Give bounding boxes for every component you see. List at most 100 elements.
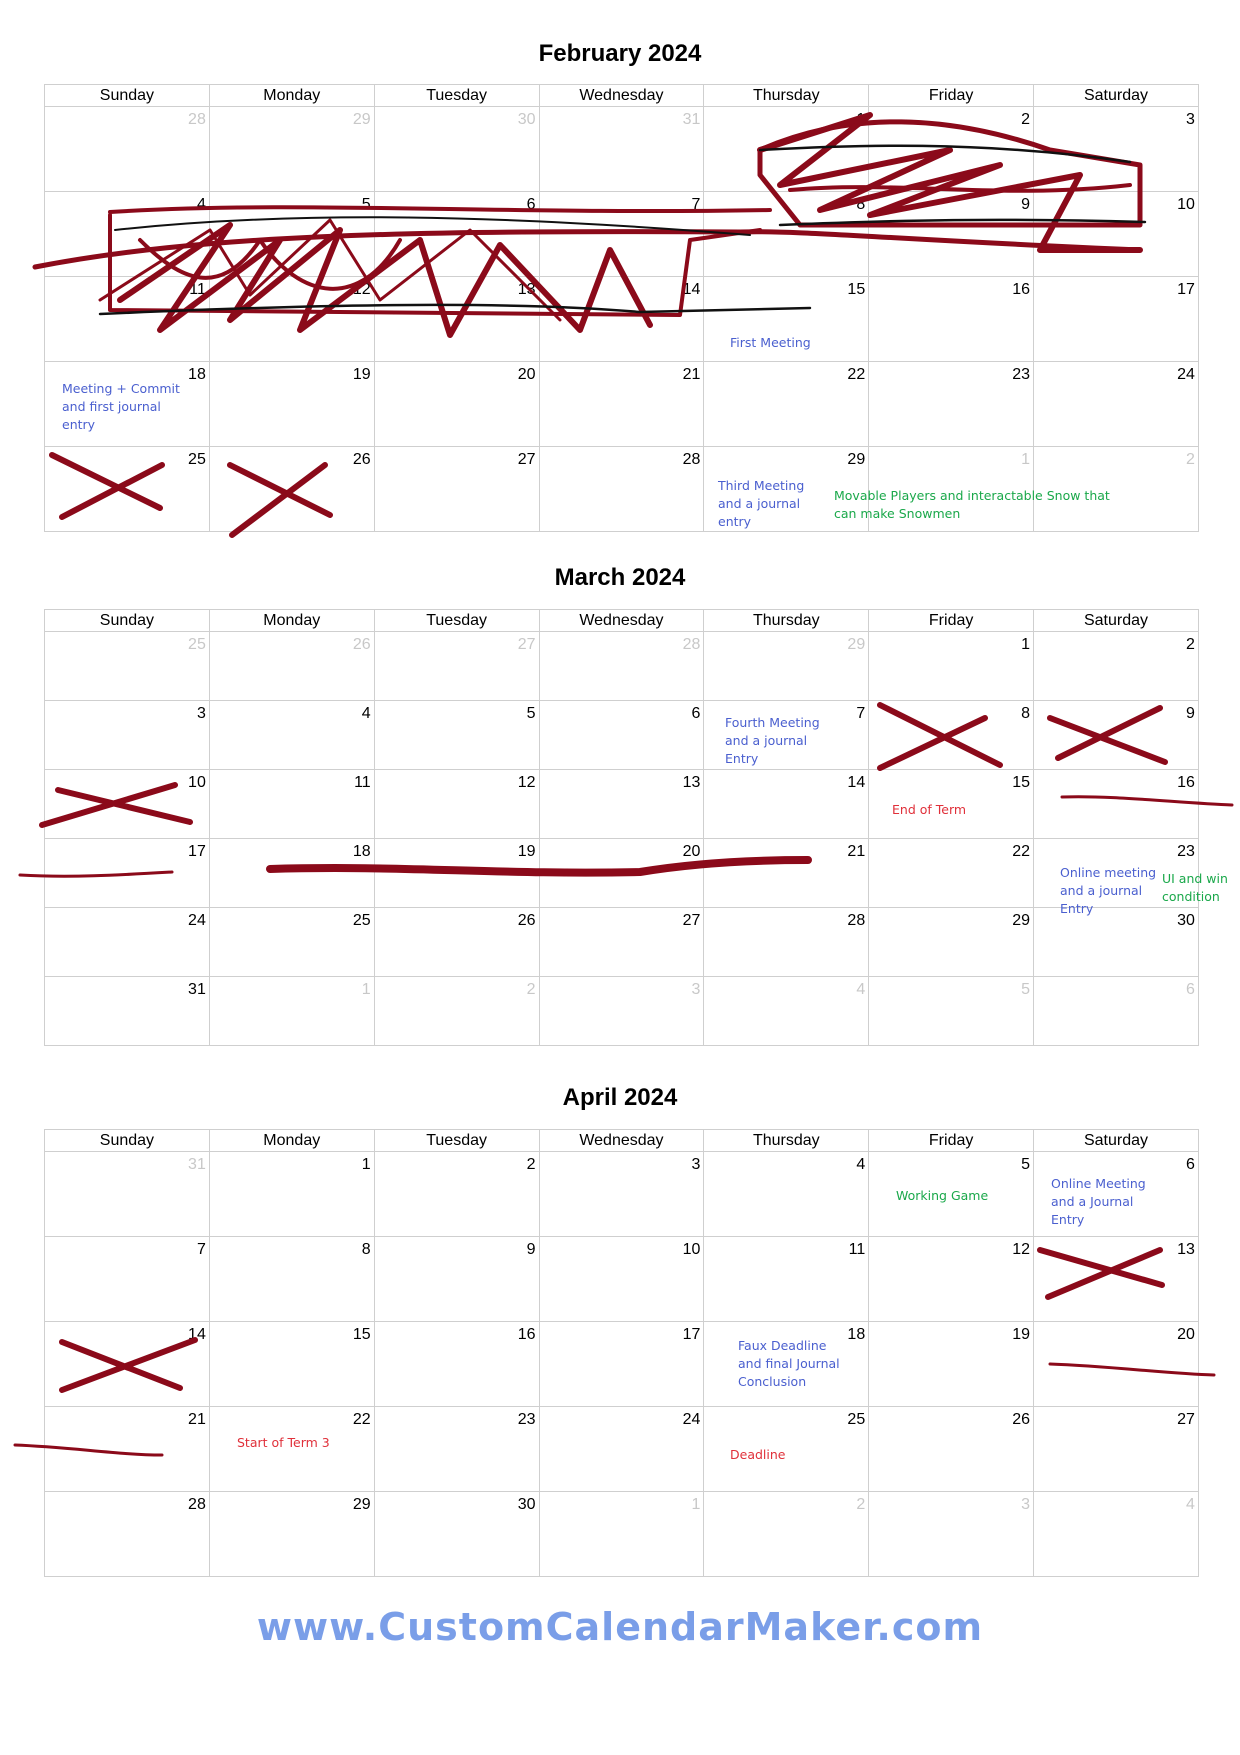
day-cell[interactable]: 30 [374,107,540,192]
day-cell[interactable]: 21 [704,839,870,908]
day-cell[interactable]: 30 [1034,908,1199,977]
day-cell[interactable]: 26 [209,632,375,701]
day-cell[interactable]: 16 [869,277,1035,362]
day-cell[interactable]: 19 [209,362,375,447]
day-cell[interactable]: 27 [374,447,540,532]
day-cell[interactable]: 3 [869,1492,1035,1577]
day-cell[interactable]: 16 [374,1322,540,1407]
day-cell[interactable]: 25 [209,908,375,977]
day-cell[interactable]: 8 [704,192,870,277]
day-cell[interactable]: 25 [45,632,210,701]
day-cell[interactable]: 11 [704,1237,870,1322]
day-cell[interactable]: 6 [539,701,705,770]
day-cell[interactable]: 14 [45,1322,210,1407]
day-cell[interactable]: 13 [539,770,705,839]
day-cell[interactable]: 1 [209,977,375,1046]
day-cell[interactable]: 2 [704,1492,870,1577]
day-cell[interactable]: 2 [1034,632,1199,701]
day-cell[interactable]: 23 [1034,839,1199,908]
day-cell[interactable]: 28 [539,447,705,532]
day-cell[interactable]: 12 [209,277,375,362]
day-cell[interactable]: 8 [209,1237,375,1322]
day-cell[interactable]: 22 [869,839,1035,908]
day-cell[interactable]: 3 [539,1152,705,1237]
day-cell[interactable]: 3 [45,701,210,770]
day-cell[interactable]: 26 [869,1407,1035,1492]
day-cell[interactable]: 24 [45,908,210,977]
day-cell[interactable]: 9 [374,1237,540,1322]
day-cell[interactable]: 3 [1034,107,1199,192]
day-cell[interactable]: 15 [704,277,870,362]
day-cell[interactable]: 2 [869,107,1035,192]
day-cell[interactable]: 23 [374,1407,540,1492]
day-cell[interactable]: 19 [374,839,540,908]
day-cell[interactable]: 6 [374,192,540,277]
day-cell[interactable]: 2 [374,977,540,1046]
day-cell[interactable]: 4 [45,192,210,277]
day-cell[interactable]: 16 [1034,770,1199,839]
day-cell[interactable]: 13 [374,277,540,362]
day-cell[interactable]: 22 [209,1407,375,1492]
day-cell[interactable]: 1 [704,107,870,192]
day-cell[interactable]: 29 [704,447,870,532]
day-cell[interactable]: 9 [869,192,1035,277]
day-cell[interactable]: 12 [374,770,540,839]
day-cell[interactable]: 26 [209,447,375,532]
day-cell[interactable]: 1 [869,447,1035,532]
day-cell[interactable]: 5 [869,977,1035,1046]
day-cell[interactable]: 15 [209,1322,375,1407]
day-cell[interactable]: 17 [1034,277,1199,362]
day-cell[interactable]: 27 [539,908,705,977]
day-cell[interactable]: 4 [704,1152,870,1237]
day-cell[interactable]: 10 [539,1237,705,1322]
day-cell[interactable]: 11 [45,277,210,362]
day-cell[interactable]: 7 [539,192,705,277]
day-cell[interactable]: 6 [1034,977,1199,1046]
day-cell[interactable]: 20 [539,839,705,908]
day-cell[interactable]: 8 [869,701,1035,770]
day-cell[interactable]: 4 [209,701,375,770]
day-cell[interactable]: 14 [704,770,870,839]
day-cell[interactable]: 20 [374,362,540,447]
day-cell[interactable]: 5 [869,1152,1035,1237]
day-cell[interactable]: 28 [539,632,705,701]
day-cell[interactable]: 6 [1034,1152,1199,1237]
day-cell[interactable]: 27 [374,632,540,701]
day-cell[interactable]: 25 [45,447,210,532]
day-cell[interactable]: 4 [1034,1492,1199,1577]
day-cell[interactable]: 23 [869,362,1035,447]
day-cell[interactable]: 29 [209,107,375,192]
day-cell[interactable]: 14 [539,277,705,362]
day-cell[interactable]: 28 [45,1492,210,1577]
day-cell[interactable]: 29 [869,908,1035,977]
day-cell[interactable]: 5 [209,192,375,277]
day-cell[interactable]: 30 [374,1492,540,1577]
day-cell[interactable]: 17 [45,839,210,908]
day-cell[interactable]: 18 [209,839,375,908]
day-cell[interactable]: 11 [209,770,375,839]
day-cell[interactable]: 9 [1034,701,1199,770]
day-cell[interactable]: 1 [209,1152,375,1237]
day-cell[interactable]: 21 [45,1407,210,1492]
day-cell[interactable]: 1 [539,1492,705,1577]
day-cell[interactable]: 17 [539,1322,705,1407]
day-cell[interactable]: 31 [539,107,705,192]
day-cell[interactable]: 7 [45,1237,210,1322]
day-cell[interactable]: 29 [704,632,870,701]
day-cell[interactable]: 20 [1034,1322,1199,1407]
day-cell[interactable]: 7 [704,701,870,770]
day-cell[interactable]: 15 [869,770,1035,839]
day-cell[interactable]: 27 [1034,1407,1199,1492]
day-cell[interactable]: 12 [869,1237,1035,1322]
day-cell[interactable]: 26 [374,908,540,977]
day-cell[interactable]: 31 [45,977,210,1046]
day-cell[interactable]: 18 [45,362,210,447]
day-cell[interactable]: 4 [704,977,870,1046]
day-cell[interactable]: 24 [539,1407,705,1492]
day-cell[interactable]: 31 [45,1152,210,1237]
day-cell[interactable]: 25 [704,1407,870,1492]
day-cell[interactable]: 22 [704,362,870,447]
day-cell[interactable]: 28 [704,908,870,977]
day-cell[interactable]: 1 [869,632,1035,701]
day-cell[interactable]: 24 [1034,362,1199,447]
